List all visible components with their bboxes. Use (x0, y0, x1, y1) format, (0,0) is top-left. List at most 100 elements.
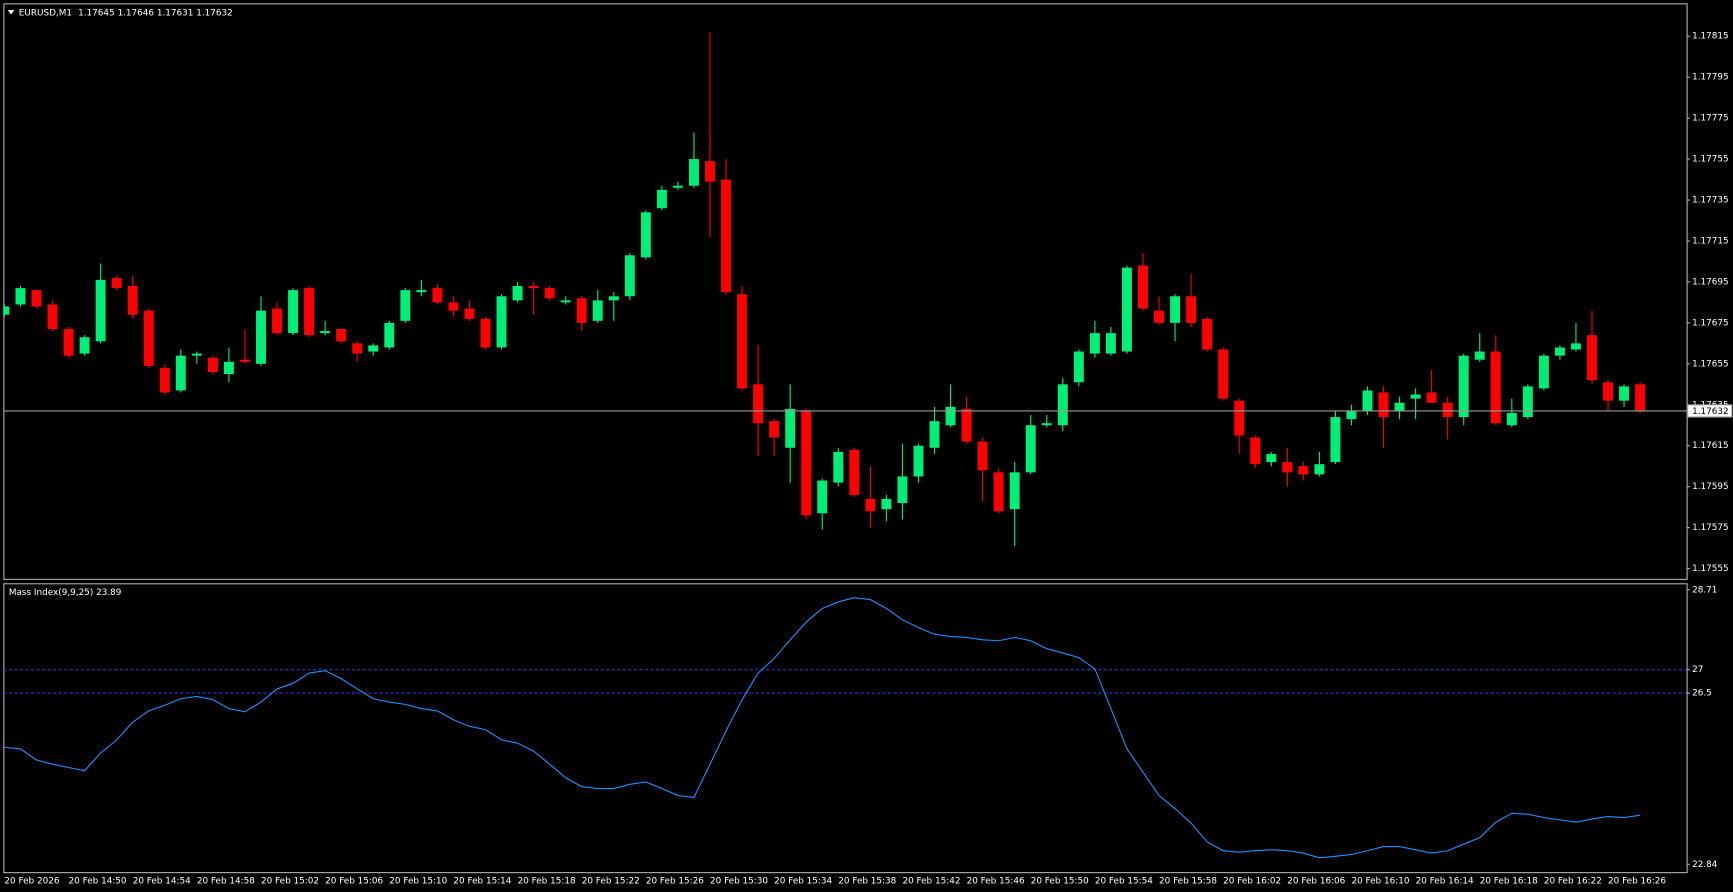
y-tick-label: 1.17775 (1692, 114, 1729, 124)
candle-body (737, 294, 748, 389)
x-tick-label: 20 Feb 16:26 (1608, 876, 1666, 886)
candle-body (753, 384, 764, 424)
candle-body (111, 277, 122, 289)
candle-body (528, 286, 539, 289)
last-close: 1.17632 (196, 8, 233, 18)
candle-body (1282, 462, 1293, 473)
x-tick-label: 20 Feb 14:58 (197, 876, 255, 886)
indicator-last-value: 23.89 (96, 588, 121, 598)
x-tick-label: 20 Feb 15:46 (967, 876, 1025, 886)
candle-body (801, 410, 812, 516)
x-tick-label: 20 Feb 2026 (4, 876, 59, 886)
candle-body (288, 290, 299, 334)
candle-body (3, 306, 10, 315)
candle-body (1138, 265, 1148, 309)
x-tick-label: 20 Feb 16:06 (1287, 876, 1345, 886)
candle-body (496, 296, 507, 348)
candle-body (1554, 347, 1565, 356)
x-tick-label: 20 Feb 15:30 (710, 876, 768, 886)
candle-body (1410, 394, 1421, 399)
x-tick-label: 20 Feb 15:14 (453, 876, 511, 886)
indicator-pane (3, 597, 1687, 859)
candle-body (608, 296, 619, 301)
candle-body (336, 329, 347, 342)
candle-body (239, 359, 250, 362)
candle-body (400, 290, 411, 321)
candle-body (63, 329, 74, 356)
y-tick-label: 1.17735 (1692, 196, 1729, 206)
y-tick-label: 1.17575 (1692, 523, 1729, 533)
candle-body (1458, 355, 1469, 418)
y-tick-label: 1.17655 (1692, 359, 1729, 369)
candle-body (47, 304, 58, 330)
candle-body (929, 421, 940, 448)
candle-body (1089, 333, 1100, 354)
x-tick-label: 20 Feb 15:18 (518, 876, 576, 886)
candle-body (175, 355, 186, 391)
symbol: EURUSD,M1 (19, 8, 72, 18)
candle-body (1506, 412, 1517, 426)
candle-body (79, 337, 90, 354)
candle-body (1250, 437, 1261, 465)
symbol-menu-arrow[interactable] (7, 9, 15, 15)
candle-body (833, 451, 844, 483)
y-tick-label: 1.17715 (1692, 236, 1729, 246)
candle-body (1041, 423, 1052, 426)
candle-body (705, 161, 715, 182)
candle-body (256, 310, 266, 364)
candle-body (1314, 464, 1325, 475)
y-tick-label: 28.71 (1692, 585, 1717, 595)
candle-body (1587, 335, 1597, 381)
y-tick-label: 27 (1692, 665, 1703, 675)
axes: 20 Feb 2026 20 Feb 14:50 20 Feb 14:54 20 Fe… (4, 32, 1733, 886)
candle-body (512, 286, 523, 301)
candle-body (881, 498, 892, 510)
y-tick-label: 1.17695 (1692, 277, 1729, 287)
candle-body (223, 361, 234, 375)
candle-body (1057, 384, 1068, 426)
x-tick-label: 20 Feb 16:14 (1416, 876, 1474, 886)
candle-body (207, 357, 218, 373)
candle-body (320, 331, 331, 334)
candle-body (1362, 390, 1373, 411)
candle-body (785, 408, 796, 448)
candle-body (432, 288, 443, 303)
candle-body (1538, 355, 1549, 389)
candle-body (560, 300, 571, 303)
candle-body (272, 308, 283, 334)
indicator-title: Mass Index(9,9,25) (9, 588, 93, 598)
candle-body (1266, 453, 1277, 463)
x-tick-label: 20 Feb 15:10 (389, 876, 447, 886)
candle-body (31, 290, 42, 307)
candle-body (1186, 296, 1197, 323)
x-tick-label: 20 Feb 15:42 (902, 876, 960, 886)
y-tick-label: 22.84 (1692, 860, 1718, 870)
price-pane (3, 32, 1687, 547)
candle-body (1330, 417, 1341, 463)
main-pane-frame (3, 3, 1688, 580)
candle-body (1170, 296, 1181, 323)
candle-body (640, 212, 651, 258)
candle-body (127, 286, 138, 315)
candle-body (624, 255, 635, 297)
candle-body (849, 449, 860, 495)
y-tick-label: 1.17595 (1692, 482, 1729, 492)
candle-body (384, 322, 395, 348)
indicator-line (4, 597, 1641, 859)
sub-pane-frame (3, 583, 1688, 874)
candle-body (544, 288, 555, 299)
candle-body (769, 421, 780, 438)
candle-body (1394, 402, 1405, 411)
candle-body (1009, 472, 1020, 510)
candle-body (1202, 318, 1213, 350)
candle-body (1603, 382, 1614, 401)
candle-body (1234, 400, 1245, 436)
x-tick-label: 20 Feb 16:02 (1223, 876, 1281, 886)
candle-body (1635, 384, 1646, 411)
candle-body (1121, 267, 1132, 352)
candle-body (352, 343, 363, 354)
candle-body (592, 300, 603, 321)
candle-body (1490, 351, 1501, 424)
candle-body (1073, 351, 1084, 383)
